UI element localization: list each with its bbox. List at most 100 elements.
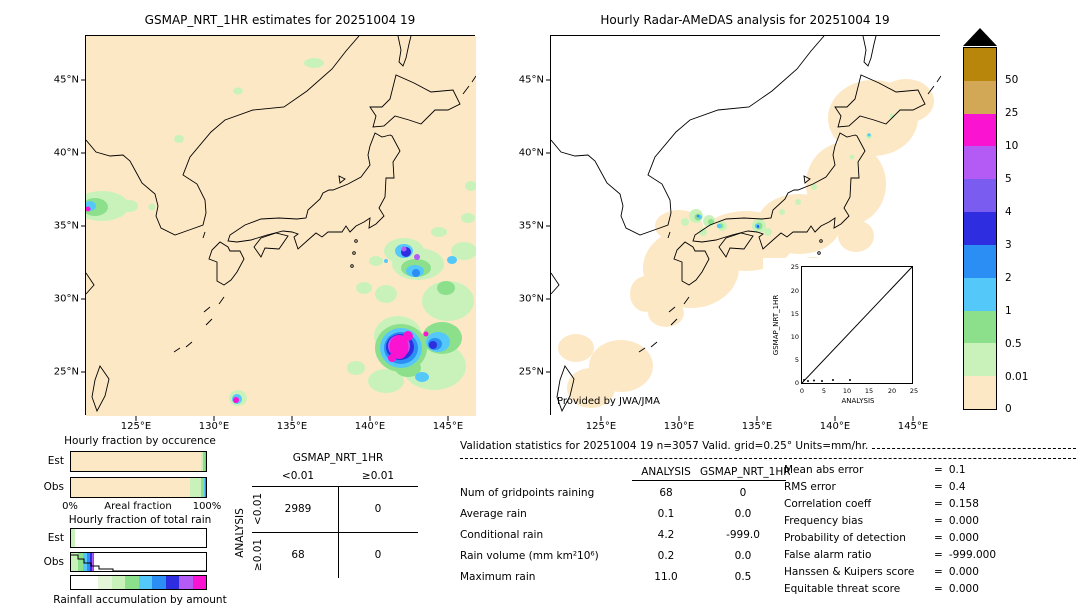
colorbar-label: 10 [1005,140,1019,152]
metric-row: Correlation coeff = 0.158 [784,498,979,510]
bar-segment [77,553,84,571]
gsmap-precip-layer [86,58,476,406]
legend-segment [71,576,85,589]
colorbar-segment [964,80,996,114]
metric-row: Frequency bias = 0.000 [784,515,979,527]
metric-row: Probability of detection = 0.000 [784,532,979,544]
legend-segment [192,576,206,589]
colorbar-label: 4 [1005,206,1012,218]
stats-title: Validation statistics for 20251004 19 n=… [460,440,869,452]
lon-tick-label: 125°E [120,421,152,432]
data-credit: Provided by JWA/JMA [557,396,660,407]
contingency-value: 0 [374,503,382,515]
distribution-step-line [71,554,206,571]
accumulation-legend-bar [70,575,207,590]
header-underline [632,480,786,481]
legend-segment [138,576,152,589]
inset-scatter-plot: GSMAP_NRT_1HR ANALYSIS 0 5 10 15 20 25 0… [772,263,918,405]
lon-tick-label: 145°E [432,421,464,432]
colorbar-segment [964,310,996,344]
inset-diagonal-line [801,266,913,384]
contingency-col-label: ≥0.01 [361,470,395,482]
colorbar-segment [964,146,996,180]
colorbar-label: 3 [1005,239,1012,251]
accumulation-legend-title: Rainfall accumulation by amount [53,594,227,606]
stats-title-row: Validation statistics for 20251004 19 n=… [460,440,1076,452]
contingency-header: GSMAP_NRT_1HR [292,452,384,464]
table-rule [252,532,418,533]
stats-col-gsmap: GSMAP_NRT_1HR [700,466,791,478]
bar-segment [91,553,94,571]
bar-segment [201,478,204,497]
inset-x-tick: 5 [821,387,827,395]
areal-axis-label: Areal fraction [104,501,172,512]
inset-plot-area [801,266,913,384]
total-rain-est-bar [70,528,207,548]
bar-segment [71,553,78,571]
metric-row: RMS error = 0.4 [784,481,966,493]
gsmap-map: 125°E 130°E 135°E 140°E 145°E 45°N 40°N … [54,35,476,432]
table-rule [252,486,418,487]
row-label-obs: Obs [43,556,64,568]
colorbar-segment [964,244,996,278]
occurrence-est-bar [70,451,207,472]
colorbar-label: 5 [1005,173,1012,185]
stats-row: Conditional rain 4.2 -999.0 [460,529,760,541]
lat-tick-label: 30°N [53,293,79,305]
bar-segment [203,478,206,497]
inset-y-tick: 15 [790,310,799,318]
row-label-est: Est [47,532,64,544]
left-map-title: GSMAP_NRT_1HR estimates for 20251004 19 [144,13,416,27]
axis-ticks [81,79,449,421]
inset-data-points [803,379,851,382]
bar-segment [87,553,90,571]
colorbar-segment [964,48,996,81]
colorbar-segment [964,343,996,377]
right-map-title: Hourly Radar-AMeDAS analysis for 2025100… [600,13,890,27]
inset-x-tick: 20 [887,387,897,395]
bar-segment [203,452,205,471]
row-label-est: Est [47,455,64,467]
lon-tick-label: 130°E [198,421,230,432]
legend-segment [179,576,193,589]
contingency-value: 0 [374,549,382,561]
inset-y-tick: 20 [790,287,799,295]
lon-tick-label: 130°E [663,421,695,432]
dashed-separator [460,458,1076,459]
lon-tick-label: 135°E [276,421,308,432]
stats-row: Average rain 0.1 0.0 [460,508,752,520]
colorbar-segment [964,376,996,409]
legend-segment [165,576,179,589]
contingency-col-label: <0.01 [281,470,315,482]
colorbar-segment [964,179,996,213]
legend-segment [111,576,125,589]
metric-row: Equitable threat score = 0.000 [784,583,979,595]
bar-segment [93,553,95,571]
bar-segment [201,452,204,471]
stats-col-analysis: ANALYSIS [641,466,691,478]
colorbar-segment [964,113,996,147]
colorbar-label: 1 [1005,305,1012,317]
gsmap-map-svg [81,36,476,421]
metric-row: Mean abs error = 0.1 [784,464,966,476]
contingency-row-label: <0.01 [252,492,264,526]
radar-map-svg [546,36,941,421]
contingency-side-label: ANALYSIS [234,508,246,558]
bar-segment [89,553,92,571]
radar-precip-layer [558,79,934,408]
legend-segment [125,576,139,589]
lat-tick-label: 40°N [53,147,79,159]
inset-y-tick: 5 [794,356,799,364]
dashed-filler [872,440,1076,449]
legend-segment [84,576,98,589]
bar-segment [83,553,88,571]
bar-segment [189,478,201,497]
axis-ticks [546,79,914,421]
legend-segment [98,576,112,589]
lon-tick-label: 125°E [585,421,617,432]
areal-axis-min: 0% [62,501,78,512]
colorbar-label: 0 [1005,403,1012,415]
stats-row: Rain volume (mm km²10⁶) 0.2 0.0 [460,550,752,562]
contingency-value: 2989 [284,503,312,515]
